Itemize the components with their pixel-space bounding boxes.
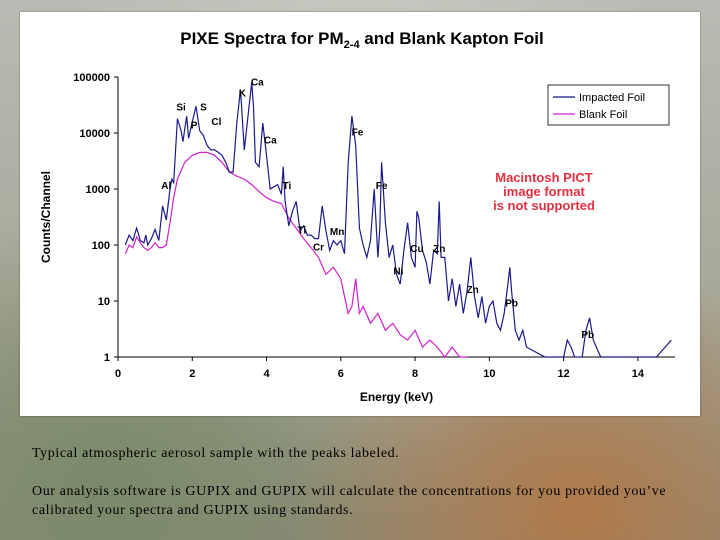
legend-label: Blank Foil	[579, 109, 627, 121]
chart-title: PIXE Spectra for PM2-4 and Blank Kapton …	[180, 29, 544, 51]
peak-label: Ti	[297, 226, 306, 237]
y-tick-label: 1	[104, 352, 110, 364]
y-tick-label: 100000	[73, 72, 110, 84]
peak-label: Si	[176, 103, 186, 114]
x-tick-label: 10	[483, 368, 495, 380]
peak-label: K	[239, 88, 247, 99]
peak-label: S	[200, 103, 207, 114]
y-tick-label: 1000	[86, 184, 110, 196]
x-tick-label: 12	[557, 368, 569, 380]
peak-label: Zn	[467, 285, 479, 296]
peak-label: Cr	[313, 242, 324, 253]
x-tick-label: 2	[189, 368, 195, 380]
x-tick-label: 0	[115, 368, 121, 380]
peak-label: Ti	[283, 181, 292, 192]
x-tick-label: 6	[338, 368, 344, 380]
chart-title-subscript: 2-4	[344, 39, 361, 51]
notice-line: is not supported	[493, 198, 595, 213]
chart-title-main: PIXE Spectra for PM	[180, 29, 343, 48]
pixe-spectrum-chart: PIXE Spectra for PM2-4 and Blank Kapton …	[39, 29, 675, 404]
y-tick-label: 10000	[79, 128, 110, 140]
peak-label: P	[191, 121, 198, 132]
y-tick-label: 100	[92, 240, 110, 252]
x-tick-label: 14	[632, 368, 645, 380]
y-tick-label: 10	[98, 296, 110, 308]
x-axis-label: Energy (keV)	[360, 390, 433, 404]
peak-label: Fe	[352, 128, 364, 139]
peak-label: Zn	[433, 244, 445, 255]
x-tick-label: 8	[412, 368, 418, 380]
peak-label: Cl	[211, 117, 221, 128]
peak-label: Mn	[330, 227, 344, 238]
peak-label: Pb	[505, 298, 518, 309]
peak-label: Ca	[264, 135, 277, 146]
peak-labels-layer: Al Si PS Cl K Ca Ca Ti Ti Cr Mn Fe Fe Ni Cu Zn Zn Pb Pb	[161, 78, 594, 341]
y-axis-label: Counts/Channel	[39, 171, 53, 263]
series-layer	[124, 82, 672, 358]
legend-label: Impacted Foil	[579, 92, 645, 104]
peak-label: Cu	[410, 244, 423, 255]
chart-legend: Impacted Foil Blank Foil	[547, 84, 670, 126]
caption-line-1: Typical atmospheric aerosol sample with …	[32, 446, 400, 461]
notice-box	[442, 170, 646, 208]
notice-line: Macintosh PICT	[495, 170, 593, 185]
notice-line: image format	[503, 184, 585, 199]
peak-label: Ca	[251, 78, 264, 89]
chart-title-suffix: and Blank Kapton Foil	[360, 29, 544, 48]
peak-label: Fe	[376, 181, 388, 192]
peak-label: Ni	[393, 266, 403, 277]
chart-panel: PIXE Spectra for PM2-4 and Blank Kapton …	[20, 12, 700, 416]
peak-label: Al	[161, 181, 171, 192]
peak-label: Pb	[581, 330, 594, 341]
caption-line-2: Our analysis software is GUPIX and GUPIX…	[32, 484, 667, 518]
legend-box	[547, 84, 670, 126]
series-line-impacted-foil	[124, 82, 672, 358]
axes-layer: 1 10 100 1000 10000 100000 0 2 4 6 8 10 12 14 Energy (…	[39, 72, 675, 404]
x-tick-label: 4	[263, 368, 270, 380]
series-line-blank-foil	[124, 151, 468, 358]
